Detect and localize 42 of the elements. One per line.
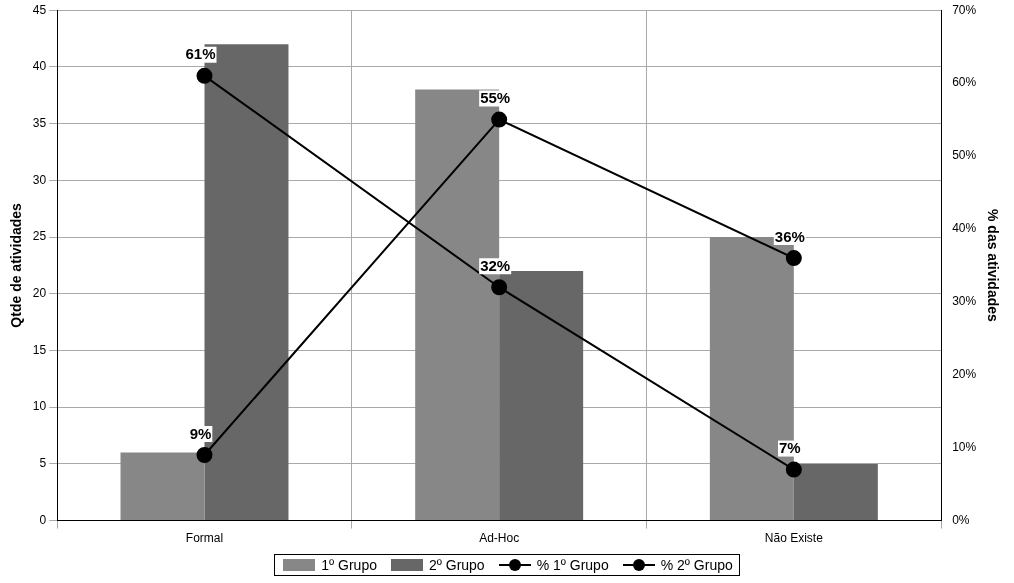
- y2-axis-title: % das atividades: [984, 208, 1001, 323]
- y2-tick-label: 70%: [952, 2, 977, 17]
- point: [491, 111, 508, 128]
- y-tick-label: 25: [32, 229, 47, 244]
- y-axis-title: Qtde de atividades: [8, 202, 25, 328]
- point: [196, 446, 213, 463]
- legend-label: % 1º Grupo: [536, 557, 609, 573]
- y-tick-label: 5: [39, 456, 47, 471]
- y-tick-label: 30: [32, 172, 47, 187]
- y2-tick-label: 30%: [952, 294, 977, 309]
- data-label: 36%: [774, 227, 805, 245]
- y-tick-label: 35: [32, 115, 47, 130]
- x-tick-label: Formal: [185, 531, 224, 546]
- bar: [499, 271, 584, 521]
- y-tick-label: 40: [32, 59, 47, 74]
- y2-tick-label: 40%: [952, 221, 977, 236]
- y-tick-label: 0: [39, 512, 47, 527]
- y-tick-label: 20: [32, 286, 47, 301]
- legend-label: 2º Grupo: [428, 557, 485, 573]
- point: [491, 279, 508, 296]
- point: [196, 67, 213, 84]
- y2-tick-label: 50%: [952, 148, 977, 163]
- data-label: 9%: [189, 424, 212, 442]
- point: [785, 461, 802, 478]
- legend-label: % 2º Grupo: [660, 557, 733, 573]
- y-tick-label: 15: [32, 342, 47, 357]
- y-tick-label: 45: [32, 2, 47, 17]
- x-tick-label: Não Existe: [764, 531, 824, 546]
- y2-tick-label: 20%: [952, 367, 977, 382]
- data-label: 61%: [185, 45, 216, 63]
- legend-label: 1º Grupo: [321, 557, 377, 573]
- bar: [793, 463, 878, 521]
- data-label: 32%: [480, 256, 511, 274]
- data-label: 55%: [480, 89, 511, 107]
- x-tick-label: Ad-Hoc: [479, 531, 520, 546]
- y2-tick-label: 10%: [952, 440, 977, 454]
- point: [785, 250, 802, 267]
- data-label: 7%: [779, 439, 801, 457]
- bar: [120, 452, 205, 521]
- y-tick-label: 10: [32, 399, 47, 414]
- y2-tick-label: 0%: [952, 512, 970, 527]
- y2-tick-label: 60%: [952, 75, 977, 90]
